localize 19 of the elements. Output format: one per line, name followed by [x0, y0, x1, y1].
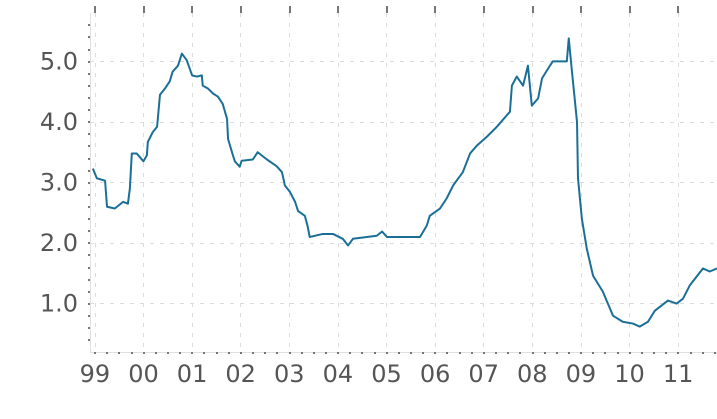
x-tick-label: 01: [176, 360, 208, 388]
x-tick-label: 04: [322, 360, 354, 388]
y-tick-label: 3.0: [40, 168, 78, 196]
x-tick-label: 02: [225, 360, 256, 388]
x-tick-label: 10: [614, 360, 645, 388]
y-tick-label: 2.0: [40, 229, 78, 258]
x-tick-label: 08: [517, 360, 548, 388]
x-tick-label: 00: [128, 360, 159, 388]
x-tick-label: 07: [468, 360, 499, 388]
y-tick-label: 5.0: [40, 47, 78, 76]
y-tick-label: 1.0: [40, 290, 78, 318]
x-tick-label: 09: [566, 360, 596, 388]
x-tick-label: 03: [274, 360, 305, 388]
x-tick-label: 06: [420, 360, 450, 388]
x-tick-label: 05: [371, 360, 402, 388]
x-tick-label: 99: [80, 360, 110, 388]
x-tick-label: 11: [662, 360, 694, 388]
y-tick-label: 4.0: [40, 108, 78, 136]
line-series: [92, 37, 717, 328]
